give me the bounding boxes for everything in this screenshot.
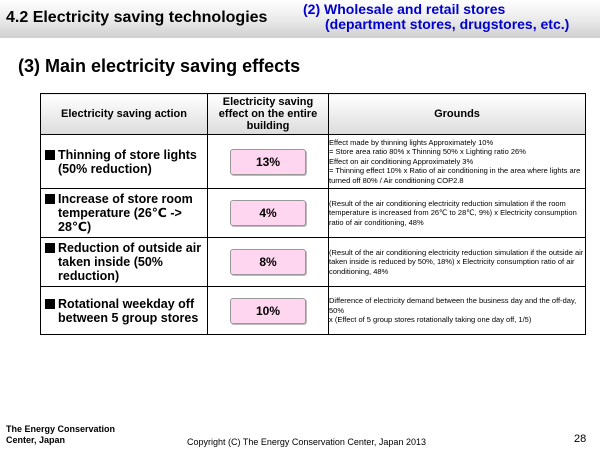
effect-cell: 10% [207, 286, 329, 335]
grounds-cell: Effect made by thinning lights Approxima… [328, 134, 586, 189]
grounds-cell: (Result of the air conditioning electric… [328, 188, 586, 238]
grounds-line: Difference of electricity demand between… [329, 296, 577, 315]
table-row: Increase of store room temperature (26℃ … [40, 188, 586, 238]
action-text: Reduction of outside air taken inside (5… [58, 241, 202, 283]
footer-copyright: Copyright (C) The Energy Conservation Ce… [187, 437, 426, 447]
effects-table: Electricity saving action Electricity sa… [40, 93, 586, 335]
header-subtitle-line1: (2) Wholesale and retail stores [303, 1, 506, 17]
header-subtitle-line2: (department stores, drugstores, etc.) [325, 16, 570, 32]
footer-org-line1: The Energy Conservation [6, 424, 116, 434]
effect-value: 8% [230, 249, 306, 275]
grounds-line: (Result of the air conditioning electric… [329, 198, 577, 227]
grounds-line: Effect on air conditioning Approximately… [329, 156, 474, 166]
page-number: 28 [574, 433, 587, 445]
table-row: Reduction of outside air taken inside (5… [40, 237, 586, 287]
effect-value: 13% [230, 148, 306, 175]
effect-value: 10% [230, 297, 306, 324]
section-title: (3) Main electricity saving effects [18, 56, 301, 76]
table-row: Thinning of store lights (50% reduction)… [40, 134, 586, 189]
effect-cell: 4% [207, 188, 329, 238]
bullet-square-icon [45, 298, 55, 309]
footer-org-line2: Center, Japan [6, 435, 66, 445]
grounds-line: x (Effect of 5 group stores rotationally… [329, 315, 532, 325]
action-cell: Thinning of store lights (50% reduction) [40, 134, 208, 189]
slide-header: 4.2 Electricity saving technologies (2) … [0, 0, 600, 38]
bullet-square-icon [45, 243, 55, 253]
header-title: 4.2 Electricity saving technologies [6, 9, 268, 26]
grounds-cell: (Result of the air conditioning electric… [328, 237, 586, 287]
header-action: Electricity saving action [40, 93, 208, 135]
grounds-line: = Thinning effect 10% x Ratio of air con… [329, 166, 581, 185]
grounds-line: = Store area ratio 80% x Thinning 50% x … [329, 147, 526, 157]
table-row: Rotational weekday off between 5 group s… [40, 286, 586, 335]
action-cell: Increase of store room temperature (26℃ … [40, 188, 208, 238]
header-subtitle: (2) Wholesale and retail stores (departm… [303, 2, 569, 32]
action-cell: Rotational weekday off between 5 group s… [40, 286, 208, 335]
action-cell: Reduction of outside air taken inside (5… [40, 237, 208, 287]
grounds-line: (Result of the air conditioning electric… [329, 247, 584, 276]
grounds-line: Effect made by thinning lights Approxima… [329, 137, 494, 147]
bullet-square-icon [45, 194, 55, 204]
grounds-cell: Difference of electricity demand between… [328, 286, 586, 335]
effect-value: 4% [230, 200, 306, 226]
action-text: Thinning of store lights (50% reduction) [58, 147, 197, 176]
effect-cell: 8% [207, 237, 329, 287]
header-grounds: Grounds [328, 93, 586, 135]
table-header-row: Electricity saving action Electricity sa… [40, 93, 586, 135]
action-text: Rotational weekday off between 5 group s… [58, 296, 199, 325]
header-effect: Electricity saving effect on the entire … [207, 93, 329, 135]
bullet-square-icon [45, 149, 55, 160]
effect-cell: 13% [207, 134, 329, 189]
action-text: Increase of store room temperature (26℃ … [58, 192, 193, 234]
footer-organization: The Energy Conservation Center, Japan [6, 424, 115, 446]
